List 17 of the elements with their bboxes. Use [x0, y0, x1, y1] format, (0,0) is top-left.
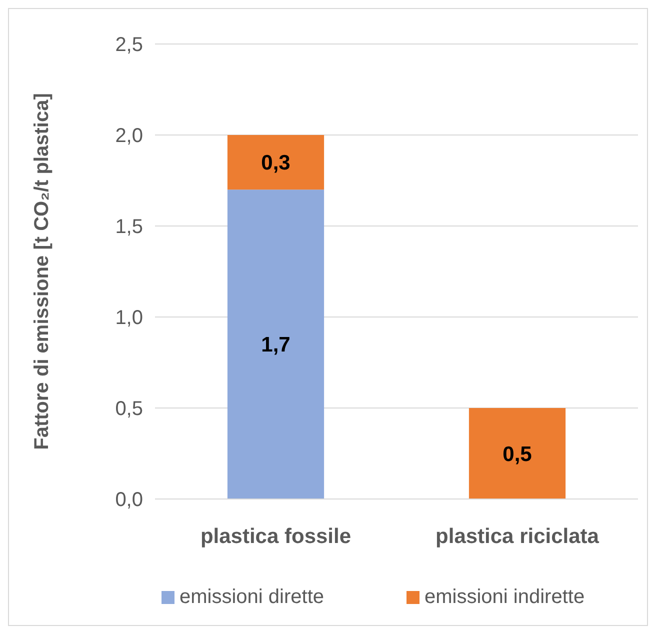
y-tick-label: 0,0: [115, 489, 143, 511]
data-label: 1,7: [261, 334, 290, 357]
x-tick-label: plastica fossile: [200, 525, 352, 548]
legend-label: emissioni indirette: [424, 586, 585, 608]
legend-label: emissioni dirette: [180, 586, 324, 608]
y-tick-label: 1,5: [115, 216, 143, 238]
y-tick-label: 1,0: [115, 307, 143, 329]
bar: [227, 135, 324, 190]
y-tick-label: 2,0: [115, 125, 143, 147]
data-label: 0,5: [502, 442, 532, 466]
data-label: 0,3: [261, 152, 290, 175]
bar: [468, 408, 566, 499]
y-axis-title: Fattore di emissione [t CO₂/t plastica]: [31, 93, 53, 450]
bar: [227, 190, 324, 499]
x-tick-label: plastica riciclata: [436, 525, 600, 548]
y-tick-label: 2,5: [115, 34, 143, 56]
y-tick-label: 0,5: [115, 398, 143, 420]
